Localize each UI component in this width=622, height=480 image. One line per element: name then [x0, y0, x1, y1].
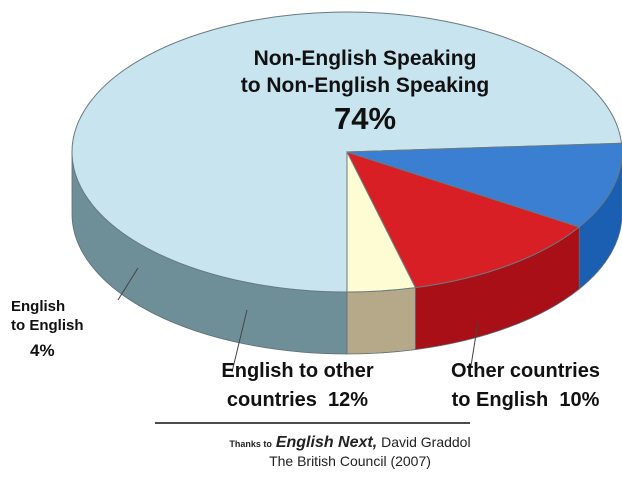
credit-publisher: The British Council (2007)	[269, 453, 431, 469]
pie-side-group	[71, 151, 622, 355]
credit-thanks: Thanks to	[229, 439, 272, 449]
pie-slice-ee	[346, 151, 417, 293]
leader-other-to-english	[469, 321, 479, 373]
slice-label-non-english-line1: Non-English Speaking	[253, 47, 477, 70]
credit-author: David Graddol	[381, 434, 471, 450]
slice-label-english-to-other-line2: countries 12%	[226, 389, 369, 411]
slice-label-non-english-line2: to Non-English Speaking	[240, 74, 490, 97]
pie-side-ee	[346, 287, 416, 355]
pie-slice-eo	[346, 151, 581, 289]
slice-label-english-to-english-line2: to English	[11, 317, 84, 334]
leader-english-to-english	[117, 267, 139, 301]
credit-book-title: English Next,	[275, 434, 378, 451]
slice-label-other-to-english-line2: to English 10%	[451, 389, 600, 411]
leader-english-to-other	[231, 309, 248, 373]
pie-top-group	[71, 11, 622, 293]
slice-label-other-to-english-line1: Other countries	[451, 360, 600, 382]
credit-line: Thanks to English Next, David Graddol	[150, 434, 550, 452]
slice-label-english-to-english-line1: English	[11, 298, 66, 315]
slice-label-english-to-other-line1: English to other	[221, 360, 374, 382]
slice-label-english-to-english-percent: 4%	[30, 341, 55, 360]
slice-label-non-english-percent: 74%	[333, 101, 397, 136]
